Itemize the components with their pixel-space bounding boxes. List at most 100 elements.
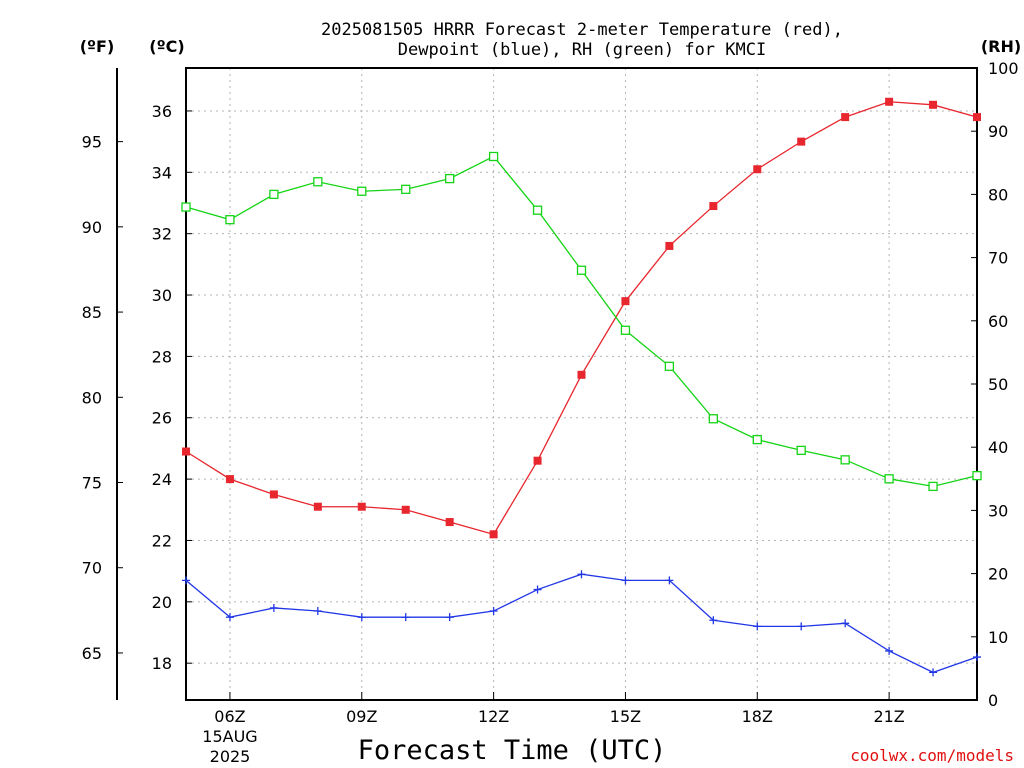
- temperature-point: [269, 490, 278, 499]
- rh-point: [928, 481, 938, 492]
- rh-tick-label: 0: [988, 691, 998, 710]
- rh-tick-label: 70: [988, 249, 1008, 268]
- rh-point: [620, 325, 631, 335]
- temperature-point: [753, 165, 762, 174]
- dewpoint-point: [885, 646, 894, 655]
- dewpoint-point: [182, 576, 190, 585]
- unit-label-celsius: (ºC): [149, 37, 184, 56]
- x-axis-title: Forecast Time (UTC): [358, 735, 667, 766]
- dewpoint-point: [709, 616, 718, 625]
- temperature-point: [885, 97, 894, 106]
- rh-tick-label: 100: [988, 59, 1019, 78]
- celsius-tick-label: 20: [152, 593, 172, 612]
- source-credit: coolwx.com/models: [850, 746, 1014, 765]
- temperature-point: [313, 502, 322, 511]
- fahrenheit-tick-label: 95: [82, 133, 102, 152]
- dewpoint-line: [185, 573, 978, 674]
- dewpoint-point: [533, 585, 542, 594]
- dewpoint-point: [621, 576, 630, 585]
- celsius-tick-label: 34: [152, 163, 172, 182]
- rh-point: [532, 205, 543, 215]
- temperature-point: [577, 370, 586, 379]
- rh-point: [840, 455, 850, 465]
- rh-point: [884, 474, 894, 484]
- rh-point: [576, 265, 587, 275]
- celsius-tick-label: 28: [152, 347, 172, 366]
- rh-point: [752, 434, 762, 445]
- temperature-point: [445, 518, 454, 527]
- temperature-point: [533, 456, 542, 465]
- x-tick-label: 12Z: [478, 707, 509, 726]
- temperature-point: [973, 113, 981, 122]
- dewpoint-point: [753, 622, 762, 631]
- rh-tick-label: 10: [988, 628, 1008, 647]
- rh-point: [445, 173, 455, 184]
- dewpoint-point: [225, 613, 234, 622]
- temperature-point: [665, 241, 674, 250]
- temperature-point: [709, 202, 718, 211]
- dewpoint-point: [445, 613, 454, 622]
- celsius-tick-label: 30: [152, 286, 172, 305]
- x-tick-label: 18Z: [742, 707, 773, 726]
- rh-point: [488, 151, 499, 162]
- tick-labels: 18 20 22 24 26 28 30 32 34 36 65 70 75 80 85 90 95 0 10 20 3…: [82, 59, 1019, 726]
- rh-line: [185, 155, 978, 488]
- rh-point: [401, 184, 411, 194]
- rh-tick-label: 90: [988, 122, 1008, 141]
- x-tick-label: 06Z: [214, 707, 245, 726]
- dewpoint-point: [797, 622, 806, 631]
- fahrenheit-tick-label: 85: [82, 303, 102, 322]
- celsius-tick-label: 26: [152, 409, 172, 428]
- celsius-tick-label: 22: [152, 531, 172, 550]
- temperature-point: [797, 137, 806, 146]
- temperature-point: [841, 113, 850, 122]
- temperature-point: [489, 530, 498, 539]
- fahrenheit-tick-label: 80: [82, 388, 102, 407]
- date-label-year: 2025: [210, 747, 251, 766]
- rh-tick-label: 30: [988, 501, 1008, 520]
- rh-tick-label: 20: [988, 565, 1008, 584]
- rh-point: [357, 186, 367, 196]
- chart-title-line1: 2025081505 HRRR Forecast 2-meter Tempera…: [321, 20, 843, 40]
- dewpoint-point: [269, 603, 278, 612]
- celsius-tick-label: 36: [152, 102, 172, 121]
- rh-point: [972, 470, 982, 481]
- chart-title-line2: Dewpoint (blue), RH (green) for KMCI: [398, 40, 766, 60]
- rh-point: [225, 215, 235, 225]
- temperature-point: [401, 505, 410, 514]
- rh-tick-label: 60: [988, 312, 1008, 331]
- temperature-point: [357, 502, 366, 511]
- rh-tick-label: 50: [988, 375, 1008, 394]
- dewpoint-point: [973, 653, 981, 662]
- dewpoint-point: [357, 613, 366, 622]
- rh-point: [269, 189, 279, 200]
- dewpoint-point: [929, 668, 938, 677]
- date-label-day: 15AUG: [202, 727, 257, 746]
- rh-tick-label: 40: [988, 438, 1008, 457]
- fahrenheit-tick-label: 75: [82, 474, 102, 493]
- dewpoint-point: [665, 576, 674, 585]
- series-lines: [181, 97, 982, 677]
- x-tick-label: 15Z: [610, 707, 641, 726]
- unit-label-rh: (RH): [981, 37, 1021, 56]
- celsius-tick-label: 18: [152, 654, 172, 673]
- plot-frame: [185, 67, 978, 701]
- unit-label-fahrenheit: (ºF): [80, 37, 115, 56]
- fahrenheit-tick-label: 90: [82, 218, 102, 237]
- axes: [116, 67, 978, 701]
- dewpoint-point: [489, 607, 498, 616]
- rh-point: [664, 361, 675, 371]
- celsius-tick-label: 24: [152, 470, 172, 489]
- temperature-line: [185, 101, 978, 536]
- rh-point: [313, 177, 323, 187]
- dewpoint-point: [401, 613, 410, 622]
- dewpoint-point: [841, 619, 850, 628]
- rh-point: [796, 445, 806, 456]
- dewpoint-point: [313, 607, 322, 616]
- celsius-tick-label: 32: [152, 225, 172, 244]
- rh-point: [708, 414, 718, 424]
- dewpoint-point: [577, 570, 586, 579]
- rh-point: [181, 202, 191, 212]
- temperature-point: [225, 475, 234, 484]
